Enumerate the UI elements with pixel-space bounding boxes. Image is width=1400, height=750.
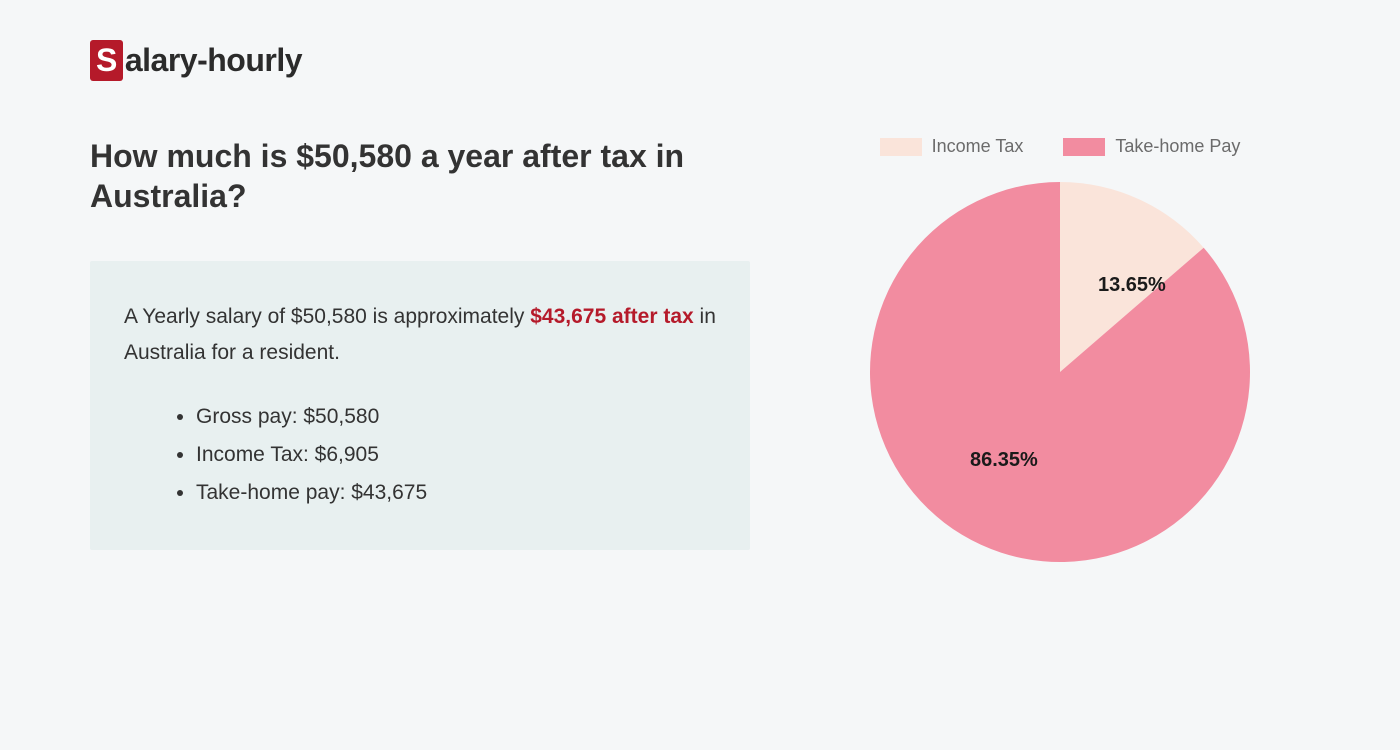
logo-text: alary-hourly <box>125 42 302 79</box>
legend-swatch-income-tax <box>880 138 922 156</box>
summary-highlight: $43,675 after tax <box>530 305 693 328</box>
bullet-take-home: Take-home pay: $43,675 <box>196 474 716 512</box>
pie-chart: 13.65% 86.35% <box>870 177 1250 567</box>
legend-swatch-take-home <box>1063 138 1105 156</box>
right-column: Income Tax Take-home Pay 13.65% 86.35% <box>810 136 1310 567</box>
main-content: How much is $50,580 a year after tax in … <box>90 136 1310 567</box>
site-logo: Salary-hourly <box>90 40 1310 81</box>
summary-prefix: A Yearly salary of $50,580 is approximat… <box>124 305 530 328</box>
bullet-income-tax: Income Tax: $6,905 <box>196 436 716 474</box>
logo-badge: S <box>90 40 123 81</box>
page-heading: How much is $50,580 a year after tax in … <box>90 136 750 216</box>
legend-item-take-home: Take-home Pay <box>1063 136 1240 157</box>
summary-text: A Yearly salary of $50,580 is approximat… <box>124 299 716 370</box>
bullet-gross-pay: Gross pay: $50,580 <box>196 398 716 436</box>
pie-svg <box>870 177 1250 567</box>
summary-card: A Yearly salary of $50,580 is approximat… <box>90 261 750 550</box>
legend-label-income-tax: Income Tax <box>932 136 1024 157</box>
pie-label-take-home: 86.35% <box>970 449 1038 472</box>
legend-item-income-tax: Income Tax <box>880 136 1024 157</box>
chart-legend: Income Tax Take-home Pay <box>810 136 1310 157</box>
summary-bullets: Gross pay: $50,580 Income Tax: $6,905 Ta… <box>124 398 716 511</box>
pie-label-income-tax: 13.65% <box>1098 274 1166 297</box>
legend-label-take-home: Take-home Pay <box>1115 136 1240 157</box>
left-column: How much is $50,580 a year after tax in … <box>90 136 750 567</box>
